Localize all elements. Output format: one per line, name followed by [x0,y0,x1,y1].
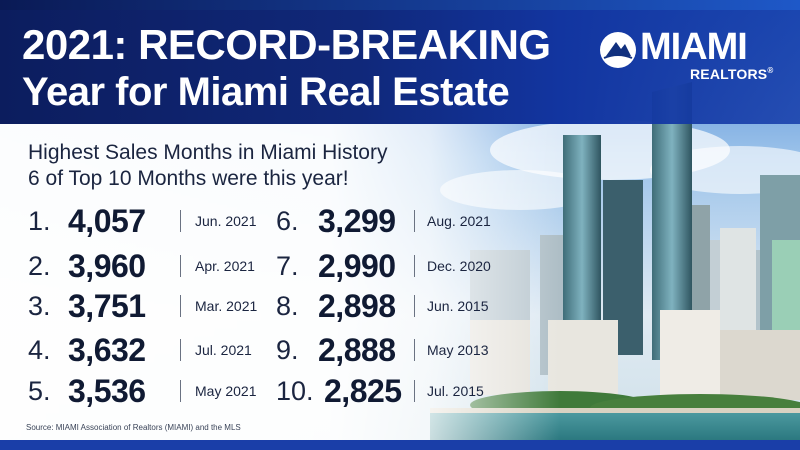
title-line-2: Year for Miami Real Estate [22,70,510,114]
sales-value: 3,632 [68,332,146,368]
top-stripe [0,0,800,10]
rank-number: 9. [276,335,299,365]
divider [180,339,181,361]
logo-mark-icon [600,32,636,68]
month-label: Jul. 2015 [427,383,484,399]
title-line-1: 2021: RECORD-BREAKING [22,21,551,68]
rank-number: 3. [28,291,51,321]
sales-value: 4,057 [68,203,146,239]
subtitle-line-2: 6 of Top 10 Months were this year! [28,167,349,190]
month-label: Dec. 2020 [427,258,491,274]
rank-number: 8. [276,291,299,321]
subtitle-line-1: Highest Sales Months in Miami History [28,141,388,164]
divider [180,210,181,232]
divider [414,295,415,317]
month-label: Aug. 2021 [427,213,491,229]
month-label: May 2021 [195,383,257,399]
divider [414,339,415,361]
divider [414,380,415,402]
divider [180,255,181,277]
sales-value: 3,960 [68,248,146,284]
sales-value: 3,751 [68,288,146,324]
month-label: Apr. 2021 [195,258,255,274]
rank-number: 2. [28,251,51,281]
rank-number: 7. [276,251,299,281]
sales-value: 3,299 [318,203,396,239]
sales-value: 3,536 [68,373,146,409]
divider [414,210,415,232]
divider [414,255,415,277]
month-label: May 2013 [427,342,489,358]
sales-value: 2,990 [318,248,396,284]
source-note: Source: MIAMI Association of Realtors (M… [26,423,241,432]
rank-number: 10. [276,376,314,406]
month-label: Mar. 2021 [195,298,258,314]
divider [180,295,181,317]
sales-value: 2,898 [318,288,396,324]
bottom-stripe [0,440,800,450]
month-label: Jun. 2015 [427,298,489,314]
rank-number: 1. [28,206,51,236]
sales-value: 2,825 [324,373,402,409]
sales-value: 2,888 [318,332,396,368]
logo-wordmark: MIAMI [640,26,748,68]
month-label: Jun. 2021 [195,213,257,229]
month-label: Jul. 2021 [195,342,252,358]
rank-number: 6. [276,206,299,236]
miami-realtors-logo: MIAMI REALTORS® [598,26,774,90]
divider [180,380,181,402]
title-banner: 2021: RECORD-BREAKING Year for Miami Rea… [0,0,800,124]
rank-number: 4. [28,335,51,365]
rank-number: 5. [28,376,51,406]
logo-subtitle: REALTORS® [690,66,774,82]
